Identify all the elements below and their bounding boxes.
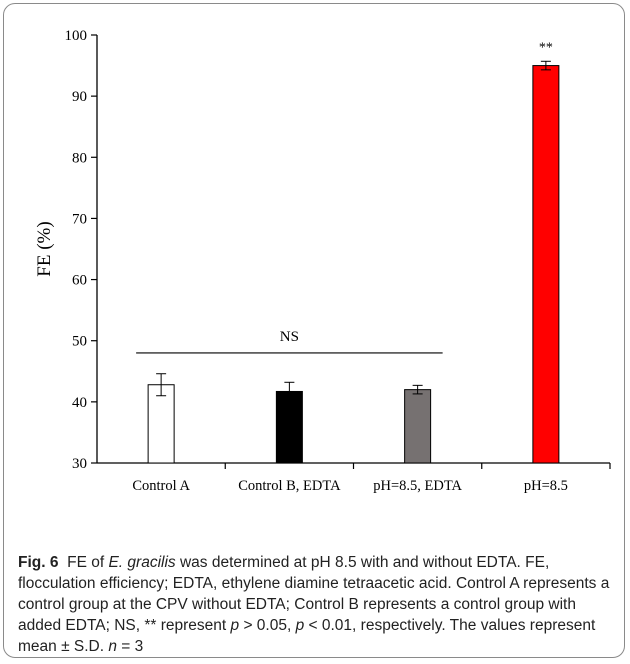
y-tick-label: 90 bbox=[72, 89, 87, 105]
bar bbox=[147, 384, 175, 464]
y-tick-label: 100 bbox=[65, 28, 88, 44]
x-tick-label: Control B, EDTA bbox=[238, 478, 341, 494]
y-tick-label: 40 bbox=[72, 395, 87, 411]
caption-n-symbol: n bbox=[108, 638, 117, 655]
bar bbox=[404, 389, 432, 464]
caption-text: > 0.05, bbox=[239, 617, 296, 634]
caption-text: < 0.01, respectively. The values represe… bbox=[18, 617, 596, 655]
caption-text: = 3 bbox=[116, 638, 144, 655]
y-tick-label: 30 bbox=[72, 456, 87, 472]
x-tick-label: Control A bbox=[132, 478, 190, 494]
y-tick-label: 60 bbox=[72, 273, 87, 289]
bar bbox=[275, 390, 303, 464]
y-tick-label: 70 bbox=[72, 211, 87, 227]
bar bbox=[532, 65, 560, 464]
significance-annotation: ** bbox=[539, 40, 553, 55]
caption-species: E. gracilis bbox=[108, 554, 176, 571]
bar-chart: 30 40 50 60 70 80 90 100 FE (%) Control A Control … bbox=[34, 28, 611, 494]
y-axis-label: FE (%) bbox=[34, 221, 55, 276]
ns-annotation: NS bbox=[280, 329, 299, 345]
caption-text: FE of bbox=[67, 554, 109, 571]
caption-text: was determined at pH 8.5 with and withou… bbox=[18, 554, 610, 634]
y-tick-label: 80 bbox=[72, 150, 87, 166]
figure-frame bbox=[3, 3, 625, 658]
x-tick-label: pH=8.5 bbox=[524, 478, 568, 494]
caption-fig-label: Fig. 6 bbox=[18, 554, 59, 571]
caption-p-symbol: p bbox=[230, 617, 240, 634]
x-tick-label: pH=8.5, EDTA bbox=[373, 478, 462, 494]
caption-p-symbol: p bbox=[295, 617, 305, 634]
y-tick-label: 50 bbox=[72, 334, 87, 350]
figure-caption: Fig. 6 FE of E. gracilis was determined … bbox=[18, 552, 614, 657]
